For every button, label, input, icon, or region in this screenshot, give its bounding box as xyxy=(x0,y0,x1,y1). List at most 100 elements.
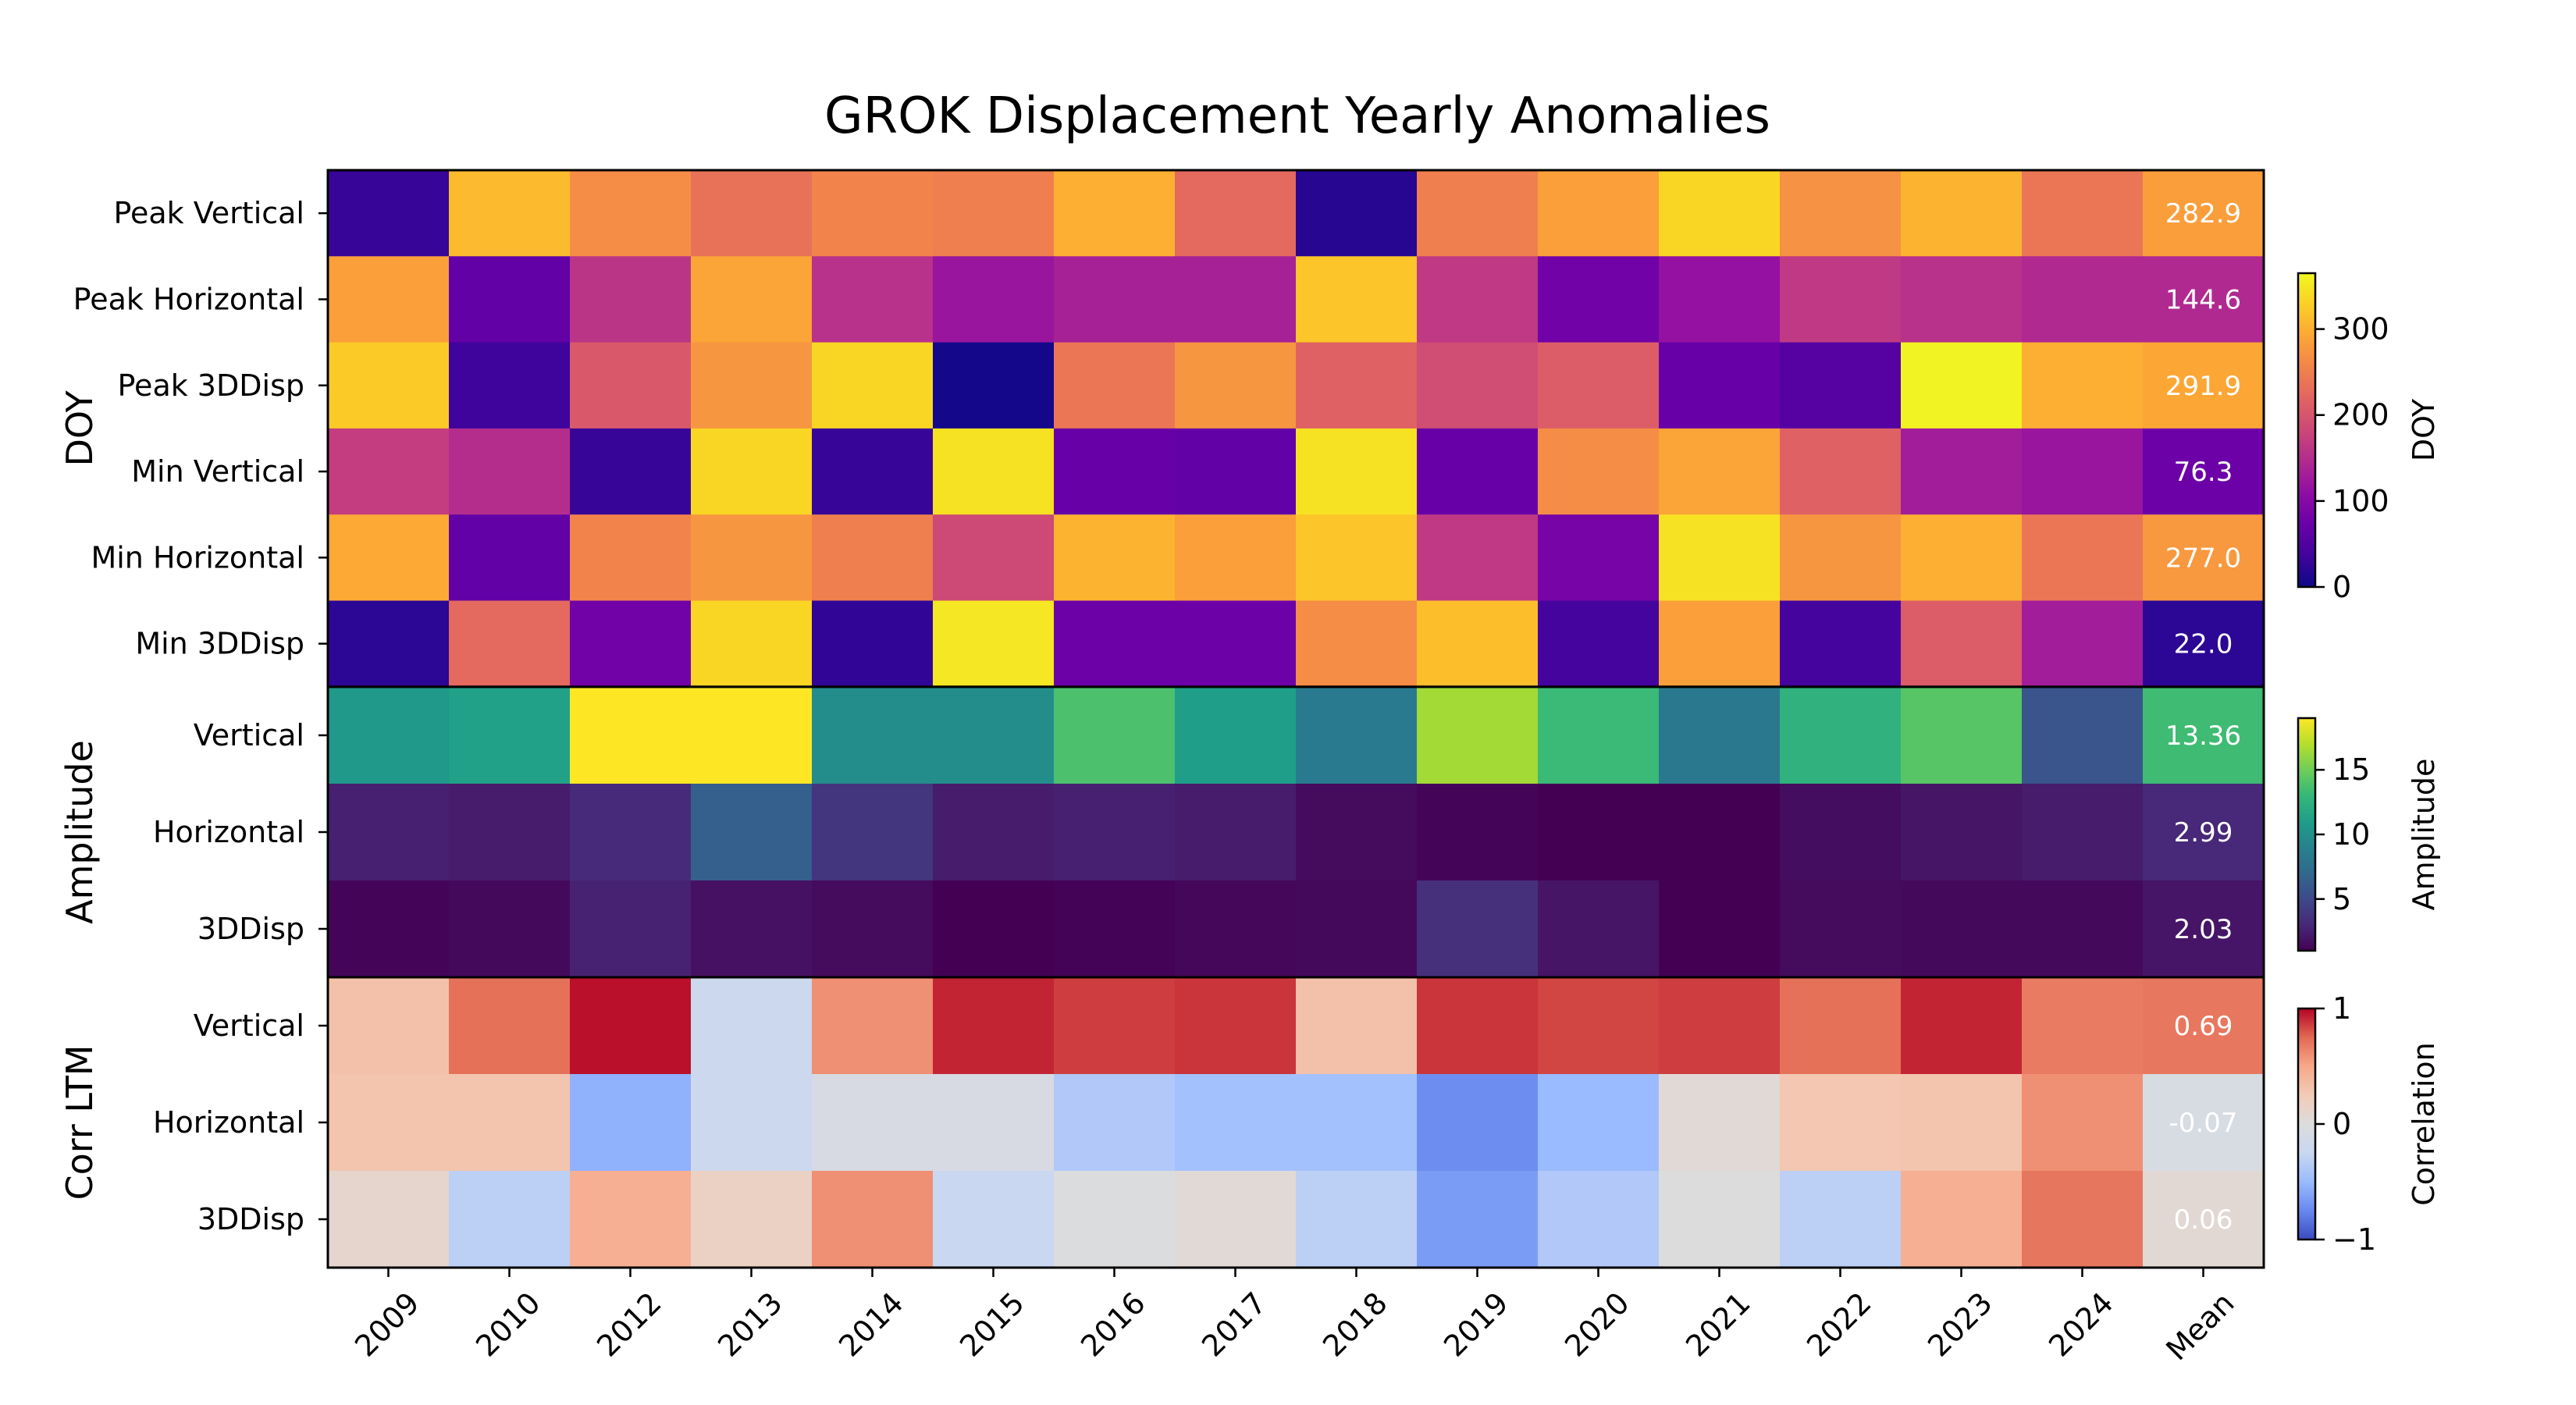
heatmap-cell xyxy=(933,428,1055,515)
row-label: Min Vertical xyxy=(131,454,304,489)
heatmap-cell xyxy=(570,977,692,1075)
heatmap-cell xyxy=(1659,600,1781,688)
heatmap-cell xyxy=(1901,428,2023,515)
heatmap-cell xyxy=(2143,600,2265,688)
heatmap-cell xyxy=(2143,342,2265,429)
heatmap-cell xyxy=(933,514,1055,602)
heatmap-cell xyxy=(812,1074,934,1172)
column-label: 2022 xyxy=(1800,1286,1878,1364)
heatmap-cell xyxy=(449,600,571,688)
panel-label: Amplitude xyxy=(59,740,101,924)
heatmap-cell xyxy=(328,687,450,784)
row-label: 3DDisp xyxy=(197,912,304,946)
column-labels: 2009 2010 2012 2013 2014 2015 2016 2017 2018 2019… xyxy=(348,1268,2241,1367)
heatmap-cell xyxy=(449,784,571,881)
heatmap-cell xyxy=(691,1171,813,1268)
heatmap-cell xyxy=(1901,1171,2023,1268)
heatmap-cell xyxy=(691,1074,813,1172)
heatmap-cell xyxy=(1659,170,1781,257)
heatmap-cells: 282.9 144.6 291.9 76.3 277.0 22.0 13.36 2.99 2.0… xyxy=(328,170,2265,1268)
heatmap-cell xyxy=(1296,687,1418,784)
row-label: 3DDisp xyxy=(197,1202,304,1236)
heatmap-cell xyxy=(1538,1171,1660,1268)
heatmap-cell xyxy=(1296,256,1418,343)
column-label: 2015 xyxy=(953,1286,1031,1364)
heatmap-cell xyxy=(2143,784,2265,881)
colorbar-label: Amplitude xyxy=(2407,759,2441,911)
heatmap-cell xyxy=(1417,880,1539,978)
heatmap-cell xyxy=(1296,514,1418,602)
heatmap-cell xyxy=(933,784,1055,881)
panel-label: Corr LTM xyxy=(59,1045,101,1200)
heatmap-cell xyxy=(1901,880,2023,978)
panel-labels: DOY Amplitude Corr LTM xyxy=(59,389,101,1200)
heatmap-cell xyxy=(691,514,813,602)
row-label: Horizontal xyxy=(153,815,304,849)
heatmap-cell xyxy=(2022,880,2144,978)
heatmap-cell xyxy=(933,600,1055,688)
heatmap-cell xyxy=(2143,428,2265,515)
heatmap-cell xyxy=(1417,1171,1539,1268)
heatmap-cell xyxy=(1054,600,1176,688)
heatmap-cell xyxy=(1659,342,1781,429)
heatmap-cell xyxy=(1175,170,1297,257)
heatmap-cell xyxy=(1780,977,1902,1075)
heatmap-cell xyxy=(1296,1074,1418,1172)
mean-value-label: 2.03 xyxy=(2174,914,2233,945)
heatmap-cell xyxy=(691,880,813,978)
column-label: Mean xyxy=(2159,1286,2240,1367)
heatmap-cell xyxy=(812,514,934,602)
heatmap-cell xyxy=(1538,784,1660,881)
heatmap-cell xyxy=(2022,1074,2144,1172)
colorbars: 0 100 200 300 DOY 5 10 15 Amplitude −1 0 1 Correlati… xyxy=(2297,272,2441,1257)
heatmap-cell xyxy=(1659,256,1781,343)
heatmap-cell xyxy=(328,342,450,429)
heatmap-cell xyxy=(1538,880,1660,978)
heatmap-cell xyxy=(1054,514,1176,602)
heatmap-cell xyxy=(2143,1074,2265,1172)
row-label: Vertical xyxy=(194,1008,304,1043)
heatmap-cell xyxy=(691,977,813,1075)
column-label: 2023 xyxy=(1921,1286,1999,1364)
column-label: 2009 xyxy=(348,1286,426,1364)
heatmap-cell xyxy=(328,1074,450,1172)
heatmap-cell xyxy=(2022,256,2144,343)
heatmap-cell xyxy=(328,1171,450,1268)
heatmap-cell xyxy=(691,784,813,881)
heatmap-cell xyxy=(570,880,692,978)
panel-label: DOY xyxy=(59,389,101,466)
heatmap-cell xyxy=(1538,428,1660,515)
heatmap-cell xyxy=(812,687,934,784)
mean-value-label: -0.07 xyxy=(2169,1108,2238,1139)
heatmap-cell xyxy=(1054,977,1176,1075)
heatmap-cell xyxy=(691,342,813,429)
heatmap-cell xyxy=(1054,687,1176,784)
column-label: 2012 xyxy=(590,1286,668,1364)
heatmap-cell xyxy=(449,428,571,515)
heatmap-cell xyxy=(812,342,934,429)
colorbar xyxy=(2297,1007,2317,1241)
mean-value-label: 76.3 xyxy=(2174,457,2233,488)
heatmap-cell xyxy=(1175,256,1297,343)
heatmap-cell xyxy=(449,977,571,1075)
colorbar xyxy=(2297,272,2317,589)
heatmap-cell xyxy=(1054,880,1176,978)
heatmap-cell xyxy=(1780,600,1902,688)
heatmap-cell xyxy=(328,880,450,978)
heatmap-cell xyxy=(1901,1074,2023,1172)
heatmap-cell xyxy=(812,256,934,343)
heatmap-cell xyxy=(1054,170,1176,257)
heatmap-cell xyxy=(1780,514,1902,602)
heatmap-cell xyxy=(570,600,692,688)
heatmap-cell xyxy=(1417,256,1539,343)
heatmap-cell xyxy=(1175,514,1297,602)
heatmap-cell xyxy=(328,256,450,343)
heatmap-cell xyxy=(1175,342,1297,429)
heatmap-cell xyxy=(933,342,1055,429)
column-label: 2014 xyxy=(832,1286,910,1364)
heatmap-cell xyxy=(1175,600,1297,688)
heatmap-cell xyxy=(691,170,813,257)
heatmap-cell xyxy=(1175,1074,1297,1172)
heatmap-cell xyxy=(1296,1171,1418,1268)
